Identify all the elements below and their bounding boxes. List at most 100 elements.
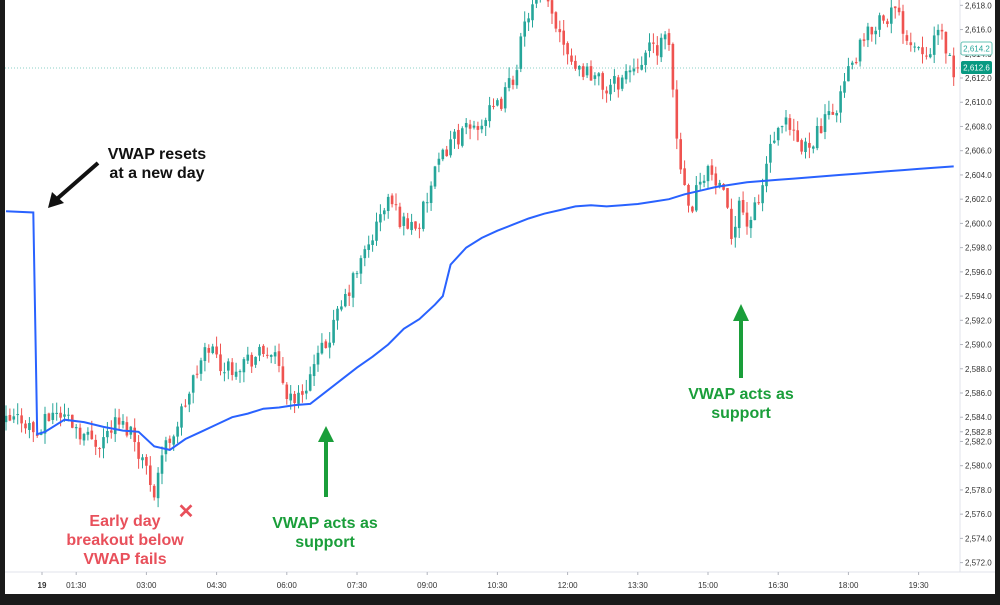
time-tick-label: 18:00 — [838, 581, 859, 590]
price-tick-label: 2,584.0 — [965, 413, 992, 422]
candle-body — [464, 122, 468, 128]
price-tick-label: 2,582.0 — [965, 437, 992, 446]
candle-body — [98, 448, 101, 450]
candle-body — [613, 75, 616, 84]
candle-body — [679, 139, 682, 170]
candle-body — [839, 91, 842, 113]
candle-body — [687, 184, 690, 206]
candle-body — [160, 455, 164, 474]
candle-body — [32, 422, 35, 433]
time-tick-label: 09:00 — [417, 581, 438, 590]
candle-body — [776, 127, 780, 141]
candle-body — [328, 342, 331, 348]
candle-body — [890, 7, 893, 24]
fail-text-line1: Early day — [89, 513, 160, 530]
candle-body — [796, 130, 799, 142]
candle-body — [152, 485, 156, 498]
candle-body — [227, 361, 230, 371]
candle-body — [757, 202, 760, 204]
candle-body — [835, 113, 838, 116]
candle-body — [714, 173, 718, 186]
candle-body — [702, 180, 706, 183]
price-tick-label: 2,594.0 — [965, 292, 992, 301]
candle-body — [488, 105, 491, 122]
time-tick-label: 16:30 — [768, 581, 789, 590]
candle-body — [496, 100, 499, 106]
candle-body — [804, 141, 807, 153]
candle-body — [940, 29, 944, 32]
candle-body — [141, 457, 144, 461]
candle-body — [936, 29, 940, 36]
fail-text-line2: breakout below — [66, 532, 184, 549]
price-tick-label: 2,612.0 — [965, 74, 992, 83]
candle-body — [24, 423, 27, 429]
candle-body — [82, 433, 86, 441]
fail-text-line3: VWAP fails — [83, 551, 166, 568]
last-price-label: 2,612.6 — [961, 61, 992, 74]
candle-body — [632, 68, 636, 72]
candle-body — [359, 258, 363, 274]
candle-body — [511, 79, 515, 85]
chart-background — [5, 0, 995, 594]
candle-body — [948, 55, 952, 57]
candle-body — [730, 208, 733, 239]
candle-body — [59, 412, 62, 418]
candle-body — [230, 362, 234, 375]
candle-body — [156, 472, 160, 499]
time-tick-label: 07:30 — [347, 581, 368, 590]
candle-body — [691, 206, 694, 212]
price-tick-label: 2,616.0 — [965, 26, 992, 35]
candle-body — [706, 165, 710, 182]
candle-body — [445, 149, 448, 157]
candle-body — [675, 89, 679, 139]
reset-text-line2: at a new day — [109, 165, 204, 182]
reset-arrow-shaft — [56, 161, 100, 200]
candle-body — [347, 292, 351, 296]
candle-body — [535, 0, 538, 4]
candle-body — [137, 442, 140, 459]
candle-body — [102, 437, 105, 449]
candle-body — [375, 221, 378, 241]
candle-body — [921, 47, 924, 55]
support1-arrow-head — [318, 426, 334, 442]
candle-body — [698, 181, 702, 185]
candle-body — [67, 414, 70, 416]
candle-body — [905, 35, 909, 41]
candle-body — [78, 427, 82, 440]
candle-body — [386, 196, 390, 212]
candle-body — [815, 125, 819, 149]
candle-body — [437, 158, 441, 165]
candle-body — [550, 0, 554, 14]
candle-body — [726, 188, 729, 208]
price-axis: 2,572.0 2,574.0 2,576.0 2,578.0 2,580.0 2,582… — [960, 1, 992, 568]
candle-body — [773, 140, 776, 143]
candle-body — [258, 346, 261, 356]
candle-body — [371, 240, 374, 245]
last-price-text: 2,612.6 — [963, 64, 990, 73]
candle-body — [597, 73, 601, 77]
candle-body — [663, 34, 667, 40]
candle-body — [932, 35, 936, 55]
candle-body — [402, 216, 406, 226]
candle-body — [242, 359, 246, 373]
candle-body — [441, 149, 445, 160]
price-tick-label: 2,608.0 — [965, 122, 992, 131]
candle-body — [238, 371, 242, 373]
candle-body — [468, 124, 472, 129]
candle-body — [753, 202, 757, 221]
candle-body — [418, 227, 421, 229]
candle-body — [878, 15, 881, 30]
support2-text-line2: support — [711, 405, 771, 422]
candle-body — [722, 184, 725, 190]
candle-body — [269, 355, 273, 357]
candle-body — [671, 43, 675, 90]
candle-body — [453, 131, 456, 139]
candle-body — [656, 45, 659, 56]
candle-body — [854, 61, 858, 64]
candle-body — [851, 62, 854, 65]
candle-body — [574, 60, 577, 69]
candle-body — [5, 415, 8, 423]
candle-body — [515, 70, 519, 86]
candle-body — [215, 346, 218, 355]
